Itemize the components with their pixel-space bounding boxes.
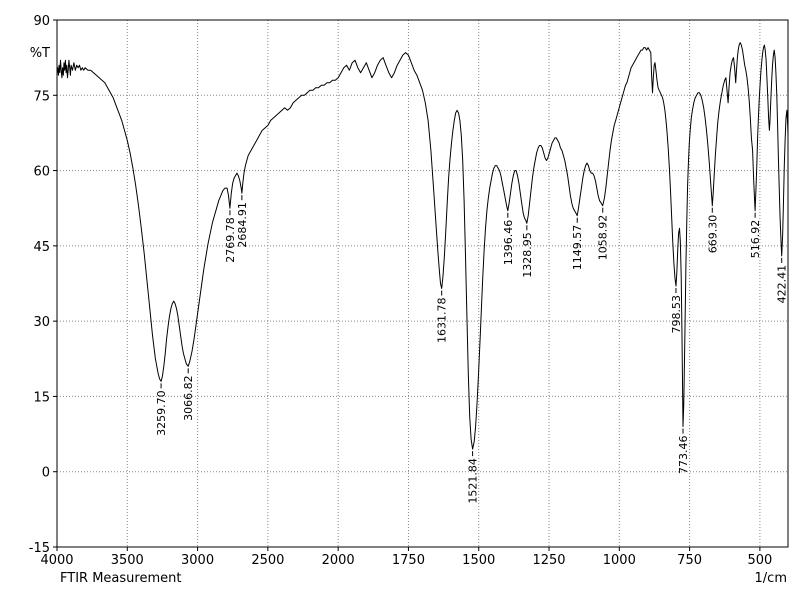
measurement-mode-label: FTIR Measurement <box>60 571 182 586</box>
x-tick-label: 1750 <box>392 553 425 568</box>
x-axis-unit-label: 1/cm <box>754 571 787 586</box>
plot-border <box>56 19 789 548</box>
peak-label: 422.41 <box>776 265 789 304</box>
peak-label: 773.46 <box>677 436 690 475</box>
peak-label: 1058.92 <box>597 215 610 261</box>
x-tick-label: 3000 <box>181 553 214 568</box>
y-tick-label: 75 <box>33 89 50 104</box>
peak-label: 3259.70 <box>155 390 168 436</box>
y-tick-label: 0 <box>42 466 50 481</box>
x-tick-label: 2000 <box>322 553 355 568</box>
y-tick-label: -15 <box>29 541 50 556</box>
peak-label: 1631.78 <box>436 298 449 344</box>
y-tick-label: 30 <box>33 315 50 330</box>
y-axis-unit: %T <box>30 46 50 61</box>
y-tick-label: 60 <box>33 165 50 180</box>
peak-label: 1396.46 <box>502 220 515 266</box>
x-tick-label: 4000 <box>40 553 73 568</box>
peak-label: 3066.82 <box>182 375 195 421</box>
x-tick-label: 3500 <box>111 553 144 568</box>
y-tick-label: 90 <box>33 14 50 29</box>
peak-label: 1149.57 <box>571 225 584 271</box>
peak-label: 2684.91 <box>236 202 249 248</box>
x-tick-label: 1000 <box>603 553 636 568</box>
x-tick-label: 2500 <box>251 553 284 568</box>
spectrum-line <box>56 42 789 450</box>
peak-label: 2769.78 <box>224 217 237 263</box>
peak-label: 1521.84 <box>467 458 480 504</box>
peak-label: 1328.95 <box>521 232 534 278</box>
x-tick-label: 500 <box>747 553 772 568</box>
x-tick-label: 1500 <box>462 553 495 568</box>
peak-label: 516.92 <box>749 220 762 259</box>
y-tick-label: 15 <box>33 390 50 405</box>
peak-label: 669.30 <box>706 215 719 254</box>
axes: 4000 3500 3000 2500 2000 1750 1500 1250 1000 750 5… <box>29 14 773 568</box>
x-tick-label: 1250 <box>532 553 565 568</box>
peak-label: 798.53 <box>670 295 683 334</box>
x-tick-label: 750 <box>677 553 702 568</box>
y-tick-label: 45 <box>33 240 50 255</box>
